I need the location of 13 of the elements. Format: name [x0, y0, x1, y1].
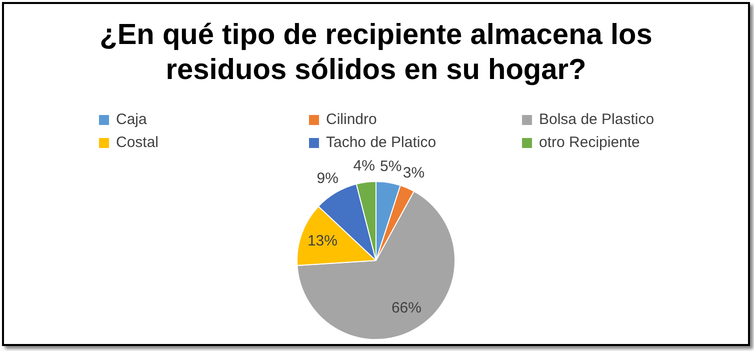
legend-label: Caja	[116, 111, 147, 128]
data-label: 3%	[402, 164, 425, 182]
data-label: 13%	[307, 232, 338, 250]
chart-title: ¿En qué tipo de recipiente almacena los residuos sólidos en su hogar?	[98, 18, 654, 88]
legend-label: Bolsa de Plastico	[539, 111, 654, 128]
data-label: 66%	[391, 300, 422, 317]
data-label: 4%	[353, 157, 375, 174]
legend-label: Costal	[116, 134, 159, 151]
legend-label: Cilindro	[326, 111, 377, 128]
data-label: 5%	[380, 158, 402, 175]
data-label: 9%	[316, 170, 338, 187]
legend-label: Tacho de Platico	[326, 134, 436, 151]
legend-label: otro Recipiente	[539, 134, 640, 151]
